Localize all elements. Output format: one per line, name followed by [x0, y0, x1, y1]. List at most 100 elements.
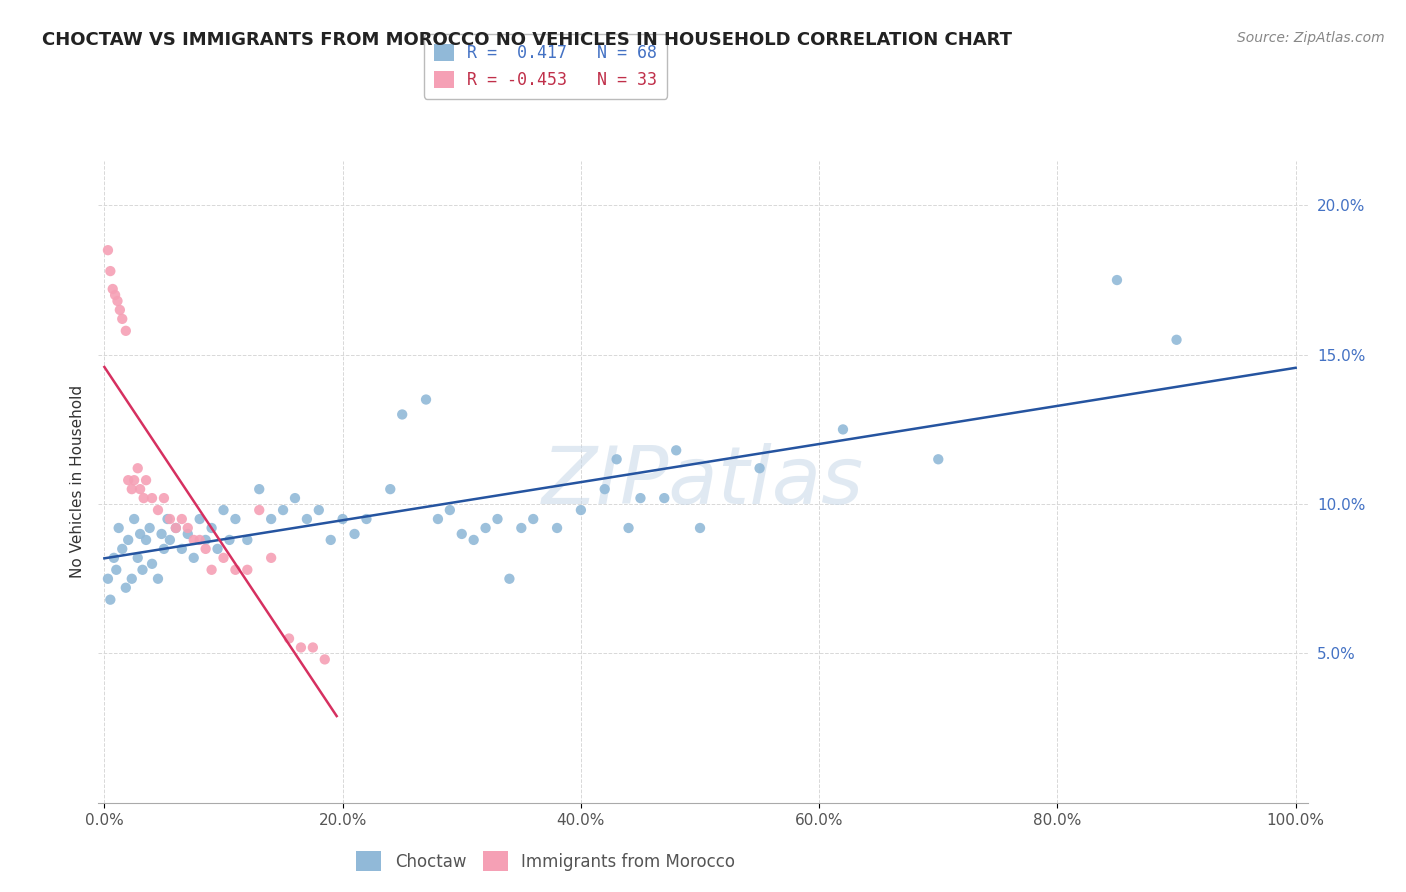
- Point: [98, 264, 121, 278]
- Point: [247, 503, 270, 517]
- Point: [153, 491, 176, 505]
- Point: [150, 527, 173, 541]
- Point: [593, 482, 616, 496]
- Point: [510, 521, 533, 535]
- Point: [170, 541, 193, 556]
- Point: [138, 521, 160, 535]
- Point: [111, 311, 134, 326]
- Point: [284, 491, 307, 505]
- Point: [260, 550, 283, 565]
- Point: [606, 452, 628, 467]
- Point: [546, 521, 568, 535]
- Point: [224, 563, 246, 577]
- Point: [212, 503, 235, 517]
- Point: [107, 521, 129, 535]
- Point: [200, 563, 222, 577]
- Point: [426, 512, 449, 526]
- Point: [332, 512, 354, 526]
- Point: [159, 512, 181, 526]
- Point: [127, 461, 149, 475]
- Point: [127, 550, 149, 565]
- Point: [159, 533, 181, 547]
- Point: [224, 512, 246, 526]
- Point: [260, 512, 283, 526]
- Point: [132, 491, 155, 505]
- Point: [117, 473, 139, 487]
- Point: [114, 324, 136, 338]
- Point: [498, 572, 520, 586]
- Point: [108, 302, 131, 317]
- Point: [188, 533, 211, 547]
- Point: [486, 512, 509, 526]
- Point: [391, 408, 413, 422]
- Point: [343, 527, 366, 541]
- Point: [748, 461, 770, 475]
- Point: [170, 512, 193, 526]
- Point: [522, 512, 544, 526]
- Point: [105, 563, 128, 577]
- Point: [927, 452, 949, 467]
- Point: [183, 533, 205, 547]
- Point: [146, 572, 169, 586]
- Point: [314, 652, 336, 666]
- Point: [101, 282, 124, 296]
- Point: [439, 503, 461, 517]
- Point: [183, 550, 205, 565]
- Text: ZIPatlas: ZIPatlas: [541, 442, 865, 521]
- Point: [295, 512, 318, 526]
- Point: [617, 521, 640, 535]
- Point: [122, 512, 145, 526]
- Point: [652, 491, 675, 505]
- Point: [200, 521, 222, 535]
- Point: [207, 541, 229, 556]
- Point: [97, 243, 120, 257]
- Point: [117, 533, 139, 547]
- Point: [194, 541, 217, 556]
- Point: [135, 533, 157, 547]
- Point: [156, 512, 179, 526]
- Point: [212, 550, 235, 565]
- Point: [103, 550, 125, 565]
- Point: [98, 592, 121, 607]
- Point: [188, 512, 211, 526]
- Point: [104, 288, 127, 302]
- Point: [177, 521, 200, 535]
- Point: [135, 473, 157, 487]
- Point: [415, 392, 437, 407]
- Point: [474, 521, 496, 535]
- Point: [247, 482, 270, 496]
- Point: [146, 503, 169, 517]
- Point: [107, 293, 129, 308]
- Point: [278, 632, 301, 646]
- Point: [380, 482, 402, 496]
- Text: CHOCTAW VS IMMIGRANTS FROM MOROCCO NO VEHICLES IN HOUSEHOLD CORRELATION CHART: CHOCTAW VS IMMIGRANTS FROM MOROCCO NO VE…: [42, 31, 1012, 49]
- Point: [114, 581, 136, 595]
- Point: [141, 557, 163, 571]
- Point: [290, 640, 312, 655]
- Point: [177, 527, 200, 541]
- Point: [141, 491, 163, 505]
- Point: [1105, 273, 1128, 287]
- Point: [122, 473, 145, 487]
- Legend: Choctaw, Immigrants from Morocco: Choctaw, Immigrants from Morocco: [350, 845, 742, 878]
- Point: [153, 541, 176, 556]
- Point: [165, 521, 187, 535]
- Point: [236, 533, 259, 547]
- Text: Source: ZipAtlas.com: Source: ZipAtlas.com: [1237, 31, 1385, 45]
- Point: [129, 527, 152, 541]
- Point: [218, 533, 240, 547]
- Point: [665, 443, 688, 458]
- Point: [356, 512, 378, 526]
- Point: [97, 572, 120, 586]
- Point: [302, 640, 325, 655]
- Point: [121, 572, 143, 586]
- Point: [129, 482, 152, 496]
- Point: [165, 521, 187, 535]
- Point: [194, 533, 217, 547]
- Point: [111, 541, 134, 556]
- Point: [832, 422, 855, 436]
- Y-axis label: No Vehicles in Household: No Vehicles in Household: [69, 385, 84, 578]
- Point: [271, 503, 294, 517]
- Point: [131, 563, 153, 577]
- Point: [1166, 333, 1188, 347]
